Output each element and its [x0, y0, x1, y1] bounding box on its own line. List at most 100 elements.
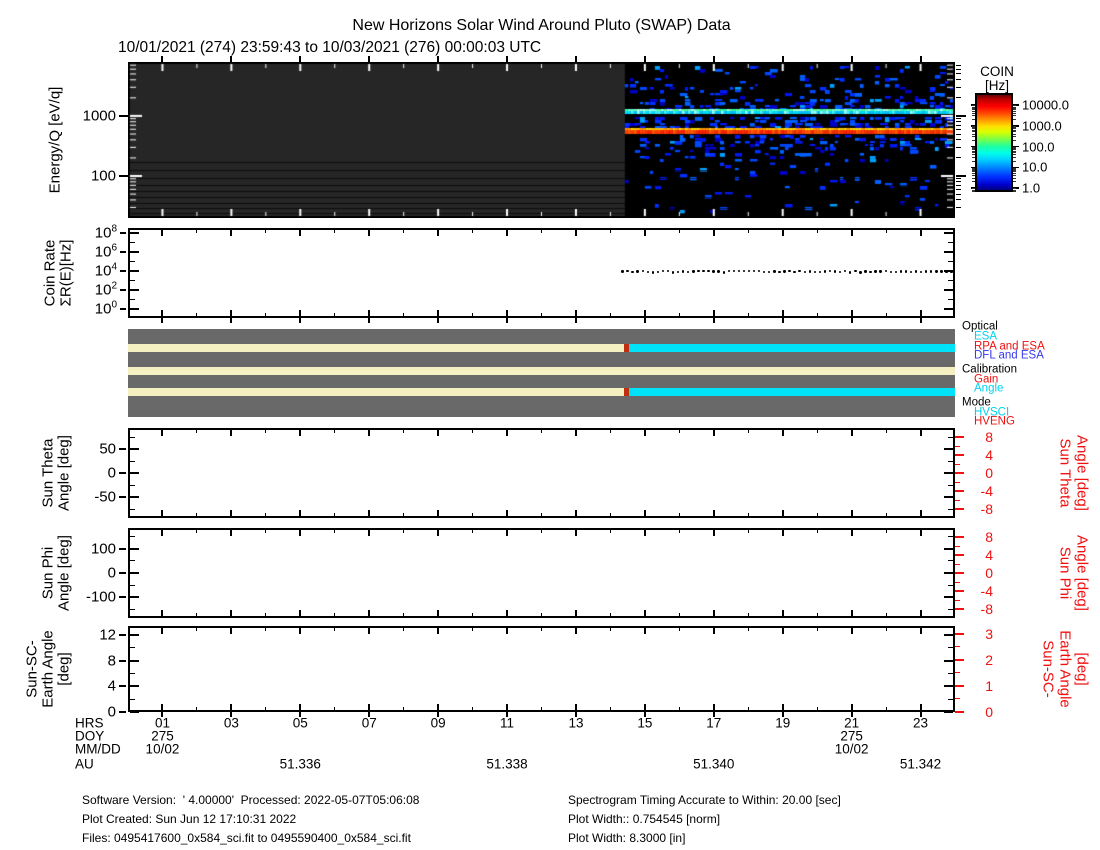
coin-xtick-major — [230, 230, 233, 236]
coin-rate-dot — [671, 271, 675, 274]
sun-sc-earth-xtick-major — [574, 628, 577, 634]
coin-xtick-minor — [403, 313, 405, 316]
sun-phi-xtick-minor — [885, 613, 887, 616]
colorbar-tick-minor — [1013, 107, 1016, 109]
sun-phi-xtick-major — [299, 530, 302, 536]
sun-theta-ytick-minor — [130, 436, 135, 438]
coin-xtick-below — [919, 318, 922, 323]
status-bars-panel — [128, 329, 955, 417]
sun-phi-xtick-major — [437, 610, 440, 616]
sun-phi-xtick-major — [437, 530, 440, 536]
sun-phi-xtick-minor — [678, 613, 680, 616]
coin-xtick-minor — [196, 313, 198, 316]
spec-xtick-above — [574, 56, 577, 62]
sun-sc-earth-xtick-minor — [403, 628, 405, 631]
coin-rate-dot — [864, 270, 867, 273]
colorbar-tick-minor — [1013, 146, 1016, 148]
sun-sc-earth-xtick-minor — [472, 707, 474, 710]
coin-rate-dot — [833, 270, 837, 273]
coin-xtick-major — [299, 230, 302, 236]
colorbar-tick-label: 100.0 — [1022, 139, 1055, 154]
colorbar-tick-minor — [972, 169, 975, 171]
coin-xtick-major — [437, 230, 440, 236]
sun-theta-xtick-minor — [816, 513, 818, 516]
sun-sc-earth-xtick-major — [161, 704, 164, 710]
sun-sc-earth-xtick-major — [230, 704, 233, 710]
sun-sc-earth-panel — [128, 626, 955, 712]
sun-sc-earth-xtick-below — [437, 712, 440, 717]
coin-xtick-major — [712, 310, 715, 316]
spec-ytick-right-minor — [956, 181, 961, 183]
spec-ytick-right-minor — [956, 64, 961, 66]
sun-theta-red-tick-minor — [955, 499, 960, 501]
sun-phi-xtick-minor — [472, 613, 474, 616]
colorbar-units: [Hz] — [984, 78, 1009, 93]
sun-theta-xtick-major — [230, 430, 233, 436]
sun-theta-xtick-major — [437, 510, 440, 516]
colorbar-tick-minor — [972, 154, 975, 156]
spec-ytick-right-minor — [956, 124, 961, 126]
coin-rate-dot — [874, 270, 877, 273]
sun-phi-xtick-minor — [403, 530, 405, 533]
sun-theta-ytick-major — [130, 472, 139, 474]
au-value: 51.336 — [279, 756, 321, 772]
legend-item: Gain — [974, 372, 999, 385]
sun-sc-earth-xtick-minor — [885, 707, 887, 710]
spec-ytick-right-minor — [956, 157, 961, 159]
sun-theta-xtick-major — [850, 510, 853, 516]
colorbar-tick-minor — [1013, 106, 1016, 108]
sun-phi-xtick-minor — [747, 530, 749, 533]
sun-sc-earth-xtick-below — [712, 712, 715, 717]
spec-ytick-right-minor — [956, 68, 961, 70]
coin-ytick-dash — [120, 251, 126, 254]
sun-phi-red-tick-label: -4 — [980, 583, 993, 599]
sun-phi-xtick-major — [781, 530, 784, 536]
coin-xtick-minor — [816, 313, 818, 316]
spec-ytick-dash — [119, 114, 128, 117]
spec-ytick-dash — [119, 175, 128, 177]
sun-phi-xtick-major — [919, 610, 922, 616]
colorbar-tick-minor — [972, 106, 975, 108]
coin-rate-dot — [783, 270, 786, 273]
sun-phi-xtick-major — [506, 610, 509, 616]
hrs-value: 13 — [568, 715, 584, 731]
coin-xtick-major — [574, 310, 577, 316]
colorbar-tick-minor — [1013, 150, 1016, 152]
sun-sc-earth-xtick-major — [712, 704, 715, 710]
coin-ytick-minor — [948, 242, 953, 244]
sun-sc-earth-ytick-minor — [130, 647, 135, 649]
coin-rate-dot — [621, 270, 624, 273]
coin-ytick-label: 104 — [94, 261, 117, 280]
sun-theta-xtick-major — [919, 430, 922, 436]
sun-sc-earth-axis-label: Sun-SC- — [23, 640, 41, 698]
sun-theta-xtick-major — [850, 430, 853, 436]
coin-rate-panel — [128, 228, 955, 318]
coin-rate-dot — [778, 270, 781, 274]
hrs-value: 23 — [913, 715, 929, 731]
sun-theta-xtick-minor — [609, 430, 611, 433]
sun-sc-earth-xtick-major — [299, 704, 302, 710]
hrs-value: 19 — [775, 715, 791, 731]
sun-theta-xtick-major — [437, 430, 440, 436]
sun-sc-earth-xtick-major — [712, 628, 715, 634]
coin-xtick-major — [368, 230, 371, 236]
sun-sc-earth-xtick-major — [161, 628, 164, 634]
colorbar-tick-minor — [972, 152, 975, 154]
colorbar-tick-minor — [972, 150, 975, 152]
sun-sc-earth-xtick-major — [643, 704, 646, 710]
coin-rate-dot — [752, 269, 756, 273]
colorbar-tick — [1013, 104, 1019, 106]
coin-xtick-major — [230, 310, 233, 316]
sun-theta-ytick-minor — [130, 508, 135, 510]
coin-ytick-major — [944, 288, 953, 291]
coin-ytick-dash — [120, 307, 126, 310]
spec-xtick-above — [781, 56, 784, 62]
colorbar-tick-minor — [1013, 131, 1016, 133]
coin-xtick-minor — [885, 313, 887, 316]
sun-phi-xtick-minor — [541, 613, 542, 616]
sun-sc-earth-ytick-major — [944, 711, 953, 713]
colorbar-title: COIN — [980, 64, 1014, 79]
spec-ytick-right-minor — [956, 86, 961, 88]
spec-ytick-right-minor — [956, 73, 961, 75]
coin-rate-dot — [935, 270, 938, 273]
